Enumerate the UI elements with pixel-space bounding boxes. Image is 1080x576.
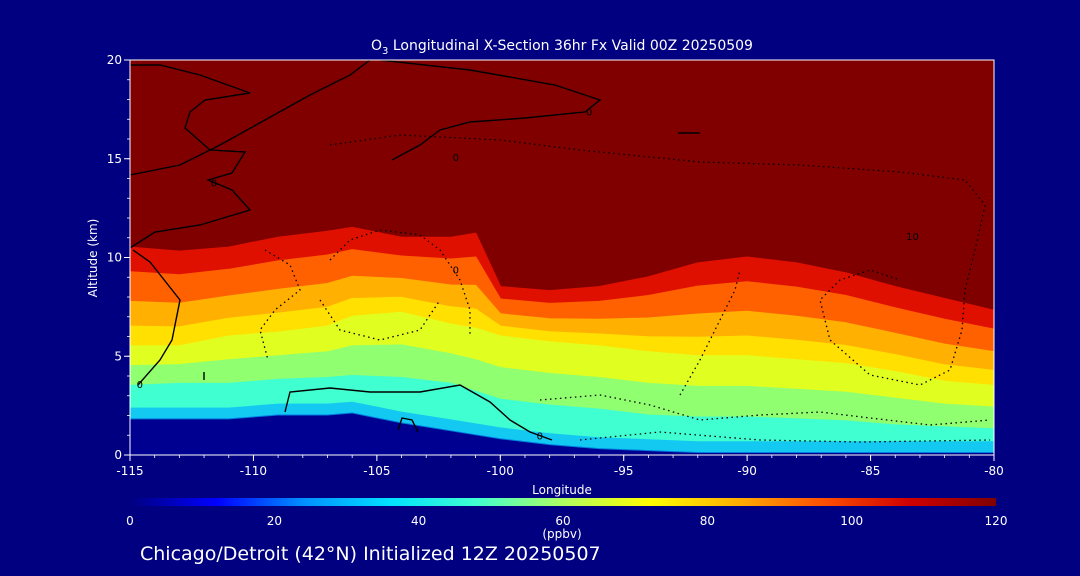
contour-label: 0 bbox=[211, 178, 217, 189]
colorbar-tick-label: 0 bbox=[126, 514, 134, 528]
colorbar-tick-label: 100 bbox=[840, 514, 863, 528]
x-tick-label: -110 bbox=[240, 464, 267, 478]
x-axis: -115 -110 -105 -100 -95 -90 -85 -80 bbox=[116, 455, 1004, 478]
y-tick-label: 10 bbox=[107, 251, 122, 265]
contour-solid-upper-mid bbox=[130, 60, 371, 176]
colorbar-tick-label: 80 bbox=[700, 514, 715, 528]
dotted-contour-inner bbox=[319, 299, 441, 341]
y-tick-label: 15 bbox=[107, 152, 122, 166]
dotted-contour-mid bbox=[679, 269, 741, 396]
contour-labels: 0 0 0 0 0 0 10 bbox=[137, 107, 919, 442]
x-axis-label: Longitude bbox=[532, 483, 592, 497]
colorbar-label: (ppbv) bbox=[542, 527, 581, 541]
colorbar-tick-label: 40 bbox=[411, 514, 426, 528]
contour-solid-upper-right bbox=[379, 60, 602, 161]
colorbar-tick-label: 60 bbox=[555, 514, 570, 528]
y-tick-label: 5 bbox=[114, 349, 122, 363]
colorbar bbox=[130, 498, 996, 506]
y-tick-label: 20 bbox=[107, 53, 122, 67]
chart-title-suffix: Longitudinal X-Section 36hr Fx Valid 00Z… bbox=[388, 38, 753, 54]
x-tick-label: -80 bbox=[984, 464, 1004, 478]
x-tick-label: -90 bbox=[737, 464, 757, 478]
colorbar-tick-label: 20 bbox=[267, 514, 282, 528]
contour-label: 0 bbox=[453, 153, 459, 164]
contour-label: 0 bbox=[586, 107, 592, 118]
band-surface bbox=[130, 412, 994, 455]
contour-label: 0 bbox=[537, 431, 543, 442]
contour-lines bbox=[130, 60, 700, 441]
contour-solid-lower-left bbox=[132, 249, 181, 386]
contour-solid-surface bbox=[284, 384, 553, 441]
contour-label: 0 bbox=[453, 265, 459, 276]
footer-caption: Chicago/Detroit (42°N) Initialized 12Z 2… bbox=[140, 543, 601, 565]
contour-solid-upper-left bbox=[130, 64, 252, 249]
contour-label: 10 bbox=[906, 232, 919, 243]
colorbar-ticks: 0 20 40 60 80 100 120 bbox=[126, 514, 1007, 528]
chart-title-subscript: 3 bbox=[382, 46, 388, 57]
y-tick-label: 0 bbox=[114, 448, 122, 462]
colorbar-tick-label: 120 bbox=[985, 514, 1008, 528]
dotted-contour-large bbox=[329, 134, 986, 386]
x-tick-label: -85 bbox=[861, 464, 881, 478]
contour-solid-small-loop bbox=[397, 417, 419, 433]
x-tick-label: -105 bbox=[363, 464, 390, 478]
dotted-contour-bottom bbox=[579, 431, 991, 443]
chart-title-prefix: O bbox=[371, 38, 382, 54]
y-axis: 0 5 10 15 20 bbox=[107, 53, 130, 462]
ozone-bands bbox=[130, 226, 994, 455]
x-tick-label: -100 bbox=[487, 464, 514, 478]
band-light-blue bbox=[130, 401, 994, 453]
dotted-contour-lines bbox=[259, 134, 991, 443]
chart-title: O3 Longitudinal X-Section 36hr Fx Valid … bbox=[371, 38, 753, 57]
contour-label: 0 bbox=[137, 380, 143, 391]
x-tick-label: -115 bbox=[116, 464, 143, 478]
plot-area: 0 0 0 0 0 0 10 bbox=[130, 60, 994, 455]
x-tick-label: -95 bbox=[614, 464, 634, 478]
y-axis-label: Altitude (km) bbox=[86, 219, 100, 298]
